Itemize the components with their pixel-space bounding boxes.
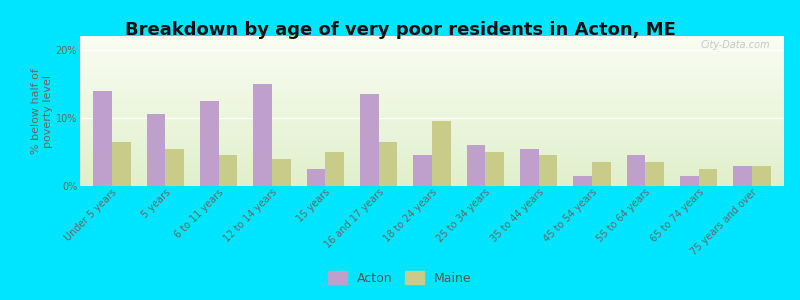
Bar <box>574 176 592 186</box>
Bar <box>94 91 112 186</box>
Bar <box>360 94 378 186</box>
Bar <box>432 121 450 186</box>
Bar <box>272 159 290 186</box>
Bar <box>306 169 326 186</box>
Text: Breakdown by age of very poor residents in Acton, ME: Breakdown by age of very poor residents … <box>125 21 675 39</box>
Bar <box>520 148 538 186</box>
Bar <box>734 166 752 186</box>
Bar <box>538 155 558 186</box>
Bar <box>414 155 432 186</box>
Bar <box>200 101 218 186</box>
Bar <box>326 152 344 186</box>
Bar <box>592 162 610 186</box>
Legend: Acton, Maine: Acton, Maine <box>322 265 478 291</box>
Text: City-Data.com: City-Data.com <box>700 40 770 50</box>
Bar <box>698 169 718 186</box>
Bar <box>378 142 398 186</box>
Y-axis label: % below half of
poverty level: % below half of poverty level <box>31 68 53 154</box>
Bar <box>752 166 770 186</box>
Bar <box>146 114 166 186</box>
Bar <box>680 176 698 186</box>
Bar <box>166 148 184 186</box>
Bar <box>112 142 130 186</box>
Bar <box>626 155 646 186</box>
Bar <box>466 145 486 186</box>
Bar <box>646 162 664 186</box>
Bar <box>486 152 504 186</box>
Bar <box>254 84 272 186</box>
Bar <box>218 155 238 186</box>
